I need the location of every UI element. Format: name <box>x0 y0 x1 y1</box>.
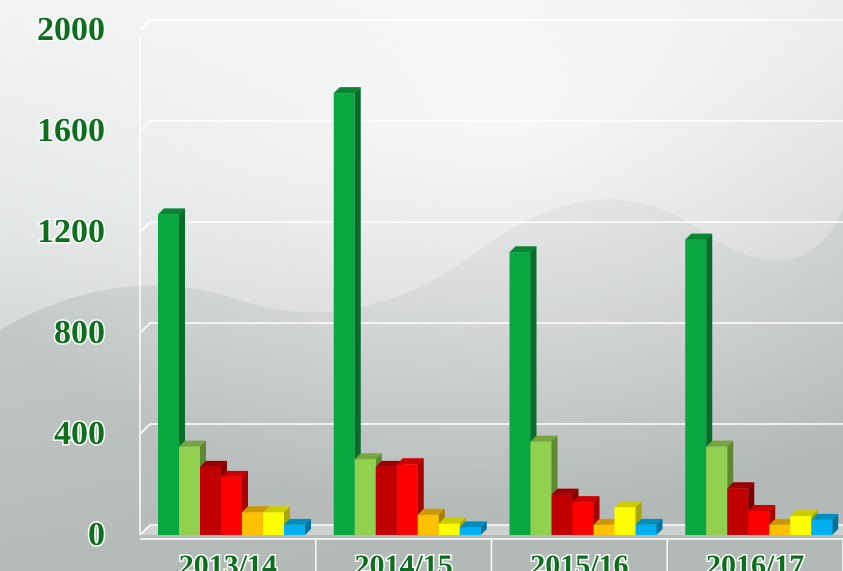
page: {"chart_data": {"type": "bar3d", "catego… <box>0 0 843 571</box>
bar <box>284 525 305 535</box>
chart: 0 400 800 1200 1600 2000 2013/14 2014/15 2015/16… <box>0 0 843 571</box>
bar <box>594 525 615 535</box>
bar <box>769 525 790 535</box>
bar <box>636 525 657 535</box>
bar <box>397 464 418 535</box>
bar <box>200 467 221 535</box>
bar <box>531 442 552 535</box>
y-tick-label: 400 <box>54 415 105 452</box>
bar <box>221 477 242 535</box>
bar <box>573 502 594 535</box>
y-tick-label: 1200 <box>37 213 105 250</box>
bar <box>727 488 748 535</box>
bar <box>460 527 481 535</box>
y-tick-label: 1600 <box>37 112 105 149</box>
bar <box>790 516 811 535</box>
bar <box>706 447 727 535</box>
bar <box>376 467 397 535</box>
bar <box>552 495 573 535</box>
bar <box>685 240 706 535</box>
bar <box>263 512 284 535</box>
bar <box>179 447 200 535</box>
bar <box>748 511 769 535</box>
bar <box>334 93 355 535</box>
x-tick-label: 2015/16 <box>530 549 628 571</box>
bar <box>811 520 832 535</box>
x-tick-label: 2014/15 <box>354 549 452 571</box>
bar <box>615 507 636 535</box>
bar <box>439 524 460 535</box>
y-tick-label: 800 <box>54 314 105 351</box>
bar <box>355 459 376 535</box>
bar <box>242 512 263 535</box>
y-tick-label: 0 <box>88 516 105 553</box>
y-tick-label: 2000 <box>37 11 105 48</box>
x-tick-label: 2013/14 <box>179 549 277 571</box>
x-tick-label: 2016/17 <box>706 549 804 571</box>
bar <box>510 252 531 535</box>
bar <box>418 515 439 535</box>
bar <box>158 214 179 535</box>
